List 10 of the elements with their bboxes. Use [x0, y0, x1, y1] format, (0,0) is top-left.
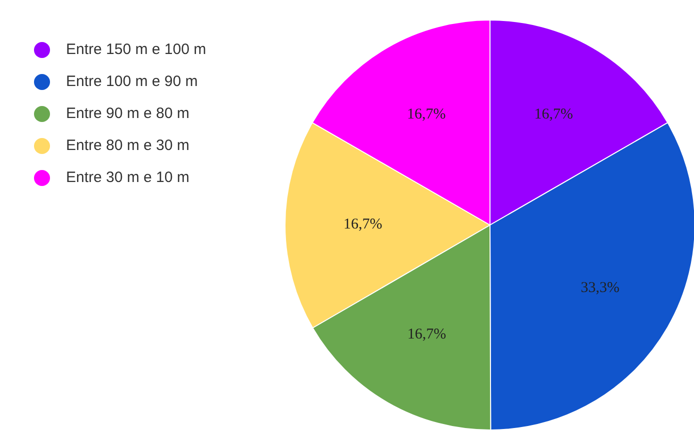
- legend-label: Entre 30 m e 10 m: [66, 168, 190, 186]
- data-label: 16,7%: [534, 106, 573, 122]
- data-label: 33,3%: [580, 280, 620, 296]
- legend-label: Entre 100 m e 90 m: [66, 72, 198, 90]
- data-label: 16,7%: [407, 326, 446, 343]
- data-label: 16,7%: [407, 106, 446, 122]
- data-label: 16,7%: [344, 216, 382, 233]
- legend-label: Entre 90 m e 80 m: [66, 104, 190, 122]
- legend-label: Entre 150 m e 100 m: [66, 40, 206, 58]
- legend-label: Entre 80 m e 30 m: [66, 136, 190, 154]
